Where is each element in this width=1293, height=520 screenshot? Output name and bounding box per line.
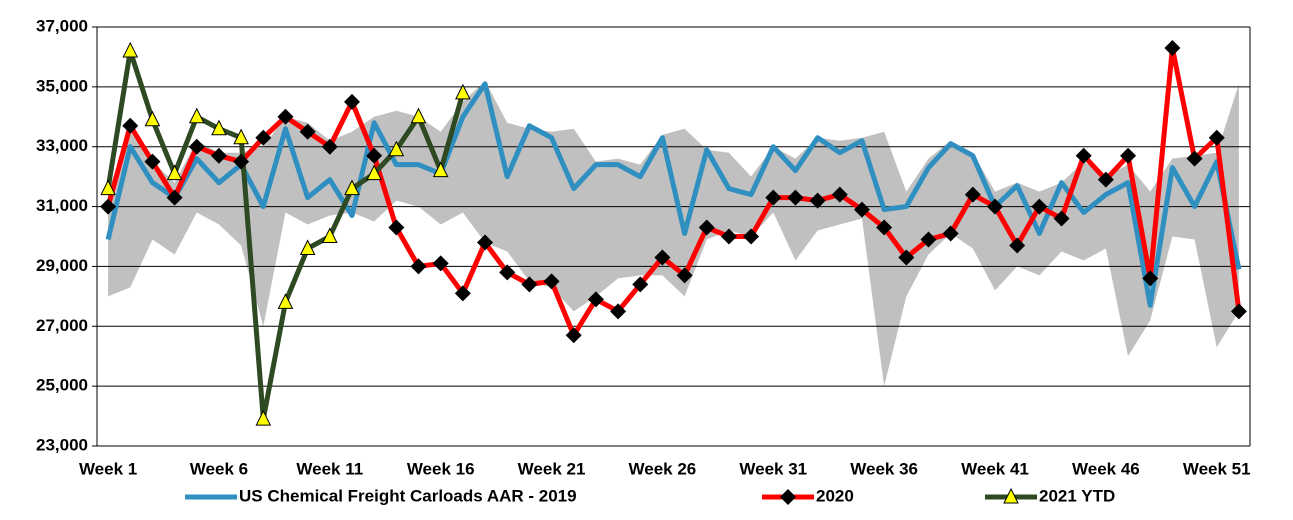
diamond-marker — [942, 225, 959, 242]
diamond-marker — [321, 138, 338, 155]
diamond-marker — [166, 189, 183, 206]
y-tick-label: 25,000 — [36, 376, 88, 395]
triangle-marker — [166, 164, 183, 181]
y-tick-label: 23,000 — [36, 435, 88, 454]
x-tick-label: Week 41 — [961, 459, 1029, 478]
diamond-marker — [255, 129, 272, 146]
diamond-marker — [1164, 39, 1181, 56]
diamond-marker — [898, 249, 915, 266]
x-tick-label: Week 1 — [79, 459, 137, 478]
triangle-marker — [455, 83, 471, 100]
triangle-marker — [255, 409, 272, 426]
diamond-marker — [1097, 171, 1114, 188]
triangle-marker — [211, 119, 227, 136]
diamond-marker — [1208, 129, 1225, 146]
diamond-marker — [610, 303, 627, 320]
series-line — [105, 45, 1242, 338]
diamond-marker — [787, 189, 804, 206]
diamond-marker — [1031, 198, 1048, 215]
diamond-marker — [809, 192, 826, 209]
diamond-marker — [632, 276, 649, 293]
x-tick-label: Week 16 — [407, 459, 475, 478]
y-tick-label: 29,000 — [36, 256, 88, 275]
triangle-marker — [366, 164, 382, 181]
diamond-marker — [964, 186, 981, 203]
legend-label: 2020 — [816, 486, 854, 505]
diamond-marker — [521, 276, 538, 293]
x-tick-label: Week 11 — [296, 459, 363, 478]
diamond-marker — [920, 231, 937, 248]
diamond-marker — [543, 273, 560, 290]
x-tick-label: Week 21 — [518, 459, 586, 478]
triangle-marker — [100, 179, 116, 196]
y-tick-label: 27,000 — [36, 316, 88, 335]
triangle-marker — [1003, 487, 1019, 504]
x-tick-label: Week 36 — [850, 459, 918, 478]
diamond-marker — [765, 189, 782, 206]
x-tick-label: Week 31 — [739, 459, 807, 478]
diamond-marker — [587, 291, 604, 308]
diamond-marker — [780, 489, 796, 505]
x-tick-label: Week 26 — [629, 459, 697, 478]
y-tick-label: 37,000 — [36, 16, 88, 35]
diamond-marker — [477, 234, 494, 251]
triangle-marker — [344, 179, 360, 196]
diamond-marker — [743, 228, 760, 245]
diamond-marker — [122, 117, 139, 134]
diamond-marker — [654, 249, 671, 266]
triangle-marker — [322, 227, 338, 243]
diamond-marker — [1230, 303, 1247, 320]
diamond-marker — [853, 201, 870, 218]
diamond-marker — [277, 108, 294, 125]
diamond-marker — [676, 267, 693, 284]
triangle-marker — [233, 128, 249, 145]
diamond-marker — [720, 228, 737, 245]
triangle-marker — [410, 107, 427, 124]
diamond-marker — [410, 258, 427, 275]
diamond-marker — [299, 123, 316, 140]
triangle-marker — [188, 107, 205, 124]
diamond-marker — [499, 264, 516, 281]
diamond-marker — [698, 219, 715, 236]
diamond-marker — [831, 186, 848, 203]
diamond-marker — [388, 219, 405, 236]
triangle-marker — [299, 239, 316, 255]
x-tick-label: Week 6 — [190, 459, 248, 478]
x-tick-label: Week 46 — [1072, 459, 1140, 478]
diamond-marker — [1075, 147, 1092, 164]
diamond-marker — [1053, 210, 1070, 227]
diamond-marker — [1142, 270, 1159, 287]
diamond-marker — [876, 219, 893, 236]
diamond-marker — [1120, 147, 1137, 164]
y-tick-label: 33,000 — [36, 136, 88, 155]
diamond-marker — [432, 255, 449, 272]
diamond-marker — [1009, 237, 1026, 254]
legend-label: 2021 YTD — [1039, 486, 1115, 505]
y-tick-label: 31,000 — [36, 196, 88, 215]
diamond-marker — [188, 138, 205, 155]
diamond-marker — [210, 147, 227, 164]
diamond-marker — [343, 93, 360, 110]
diamond-marker — [366, 147, 383, 164]
diamond-marker — [565, 327, 582, 344]
series-line — [105, 81, 1242, 308]
triangle-marker — [388, 140, 405, 157]
diamond-marker — [987, 198, 1004, 215]
diamond-marker — [233, 153, 250, 170]
diamond-marker — [144, 153, 161, 170]
y-tick-label: 35,000 — [36, 76, 88, 95]
legend-label: US Chemical Freight Carloads AAR - 2019 — [239, 486, 577, 505]
triangle-marker — [144, 110, 161, 127]
diamond-marker — [1186, 150, 1203, 167]
x-tick-label: Week 51 — [1183, 459, 1251, 478]
diamond-marker — [454, 285, 471, 302]
triangle-marker — [432, 161, 449, 178]
triangle-marker — [277, 293, 294, 309]
diamond-marker — [100, 198, 117, 215]
triangle-marker — [122, 41, 139, 58]
